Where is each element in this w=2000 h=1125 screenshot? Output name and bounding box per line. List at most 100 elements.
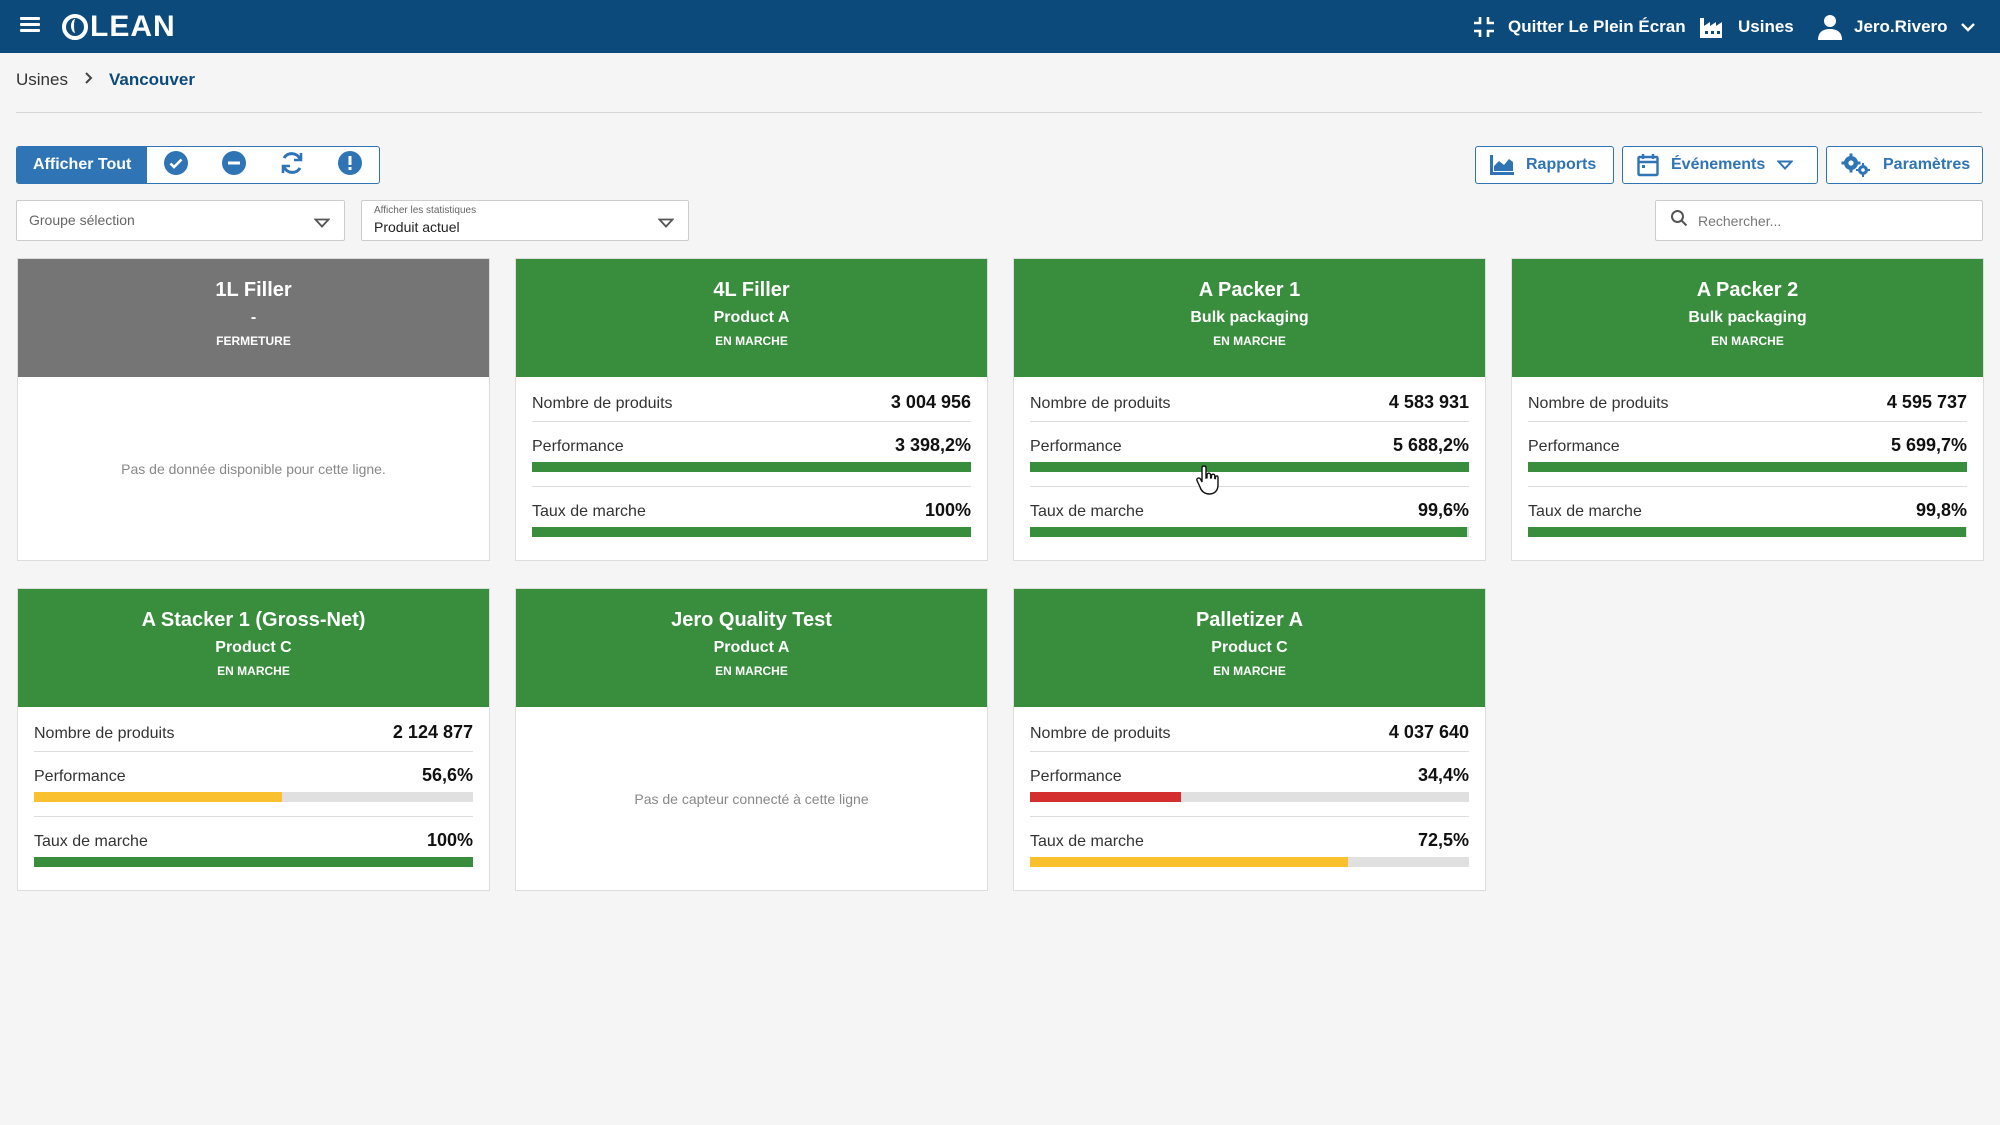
performance-bar xyxy=(1528,462,1967,472)
uptime-bar xyxy=(34,857,473,867)
reports-button[interactable]: Rapports xyxy=(1475,146,1614,184)
line-product: Bulk packaging xyxy=(1190,309,1309,326)
filter-changeover-button[interactable] xyxy=(263,147,321,183)
alert-circle-icon xyxy=(338,150,363,180)
performance-row: Performance 5 688,2% xyxy=(1030,422,1469,487)
performance-bar-fill xyxy=(1528,462,1967,472)
uptime-bar xyxy=(1528,527,1967,537)
logo-text: LEAN xyxy=(90,10,176,43)
uptime-row: Taux de marche 99,8% xyxy=(1528,487,1967,537)
search-input[interactable] xyxy=(1698,212,1958,229)
line-status: EN MARCHE xyxy=(715,334,788,348)
divider xyxy=(532,486,971,487)
line-product: Product C xyxy=(1211,639,1288,656)
breadcrumb: Usines Vancouver xyxy=(16,70,195,90)
uptime-bar-fill xyxy=(1030,527,1468,537)
performance-row: Performance 5 699,7% xyxy=(1528,422,1967,487)
uptime-bar xyxy=(1030,857,1469,867)
card-stats: Nombre de produits 4 595 737 Performance… xyxy=(1512,377,1983,537)
group-select-placeholder: Groupe sélection xyxy=(29,212,135,228)
events-label: Événements xyxy=(1671,156,1766,173)
show-all-button[interactable]: Afficher Tout xyxy=(17,147,148,183)
breadcrumb-plants[interactable]: Usines xyxy=(16,70,68,89)
card-stats: Nombre de produits 3 004 956 Performance… xyxy=(516,377,987,537)
card-header: Palletizer A Product C EN MARCHE xyxy=(1014,589,1485,707)
exit-fullscreen-button[interactable]: Quitter Le Plein Écran xyxy=(1472,0,1686,53)
uptime-bar xyxy=(1030,527,1469,537)
products-label: Nombre de produits xyxy=(1030,725,1171,742)
reports-label: Rapports xyxy=(1526,156,1597,173)
line-card[interactable]: Palletizer A Product C EN MARCHE Nombre … xyxy=(1013,588,1486,891)
line-status: EN MARCHE xyxy=(217,664,290,678)
line-name: 1L Filler xyxy=(215,279,292,301)
uptime-value: 72,5% xyxy=(1417,830,1469,850)
line-product: Product A xyxy=(713,309,790,326)
line-card[interactable]: A Packer 2 Bulk packaging EN MARCHE Nomb… xyxy=(1511,258,1984,561)
uptime-value: 99,8% xyxy=(1915,500,1967,520)
performance-bar-fill xyxy=(532,462,971,472)
performance-label: Performance xyxy=(34,768,126,785)
uptime-bar-fill xyxy=(532,527,971,537)
app-logo[interactable]: LEAN xyxy=(62,10,176,44)
performance-value: 5 699,7% xyxy=(1890,435,1967,455)
line-name: Jero Quality Test xyxy=(671,609,832,631)
line-name: A Packer 1 xyxy=(1198,279,1301,301)
performance-row: Performance 34,4% xyxy=(1030,752,1469,817)
products-value: 4 583 931 xyxy=(1388,392,1469,412)
performance-value: 56,6% xyxy=(421,765,473,785)
uptime-label: Taux de marche xyxy=(1030,833,1144,850)
line-card[interactable]: A Packer 1 Bulk packaging EN MARCHE Nomb… xyxy=(1013,258,1486,561)
products-row: Nombre de produits 3 004 956 xyxy=(532,377,971,422)
performance-bar-fill xyxy=(1030,792,1182,802)
user-menu[interactable]: Jero.Rivero xyxy=(1818,0,1976,53)
line-card[interactable]: A Stacker 1 (Gross-Net) Product C EN MAR… xyxy=(17,588,490,891)
chevron-down-icon xyxy=(1960,22,1976,32)
line-status: EN MARCHE xyxy=(1213,664,1286,678)
events-button[interactable]: Événements xyxy=(1622,146,1818,184)
line-product: Bulk packaging xyxy=(1688,309,1807,326)
uptime-row: Taux de marche 100% xyxy=(34,817,473,867)
group-select[interactable]: Groupe sélection xyxy=(16,200,345,241)
plants-button[interactable]: Usines xyxy=(1700,0,1794,53)
divider xyxy=(16,112,1982,113)
line-card[interactable]: 1L Filler - FERMETURE Pas de donnée disp… xyxy=(17,258,490,561)
uptime-bar-fill xyxy=(34,857,473,867)
line-card[interactable]: Jero Quality Test Product A EN MARCHE Pa… xyxy=(515,588,988,891)
filter-alert-button[interactable] xyxy=(321,147,379,183)
performance-bar-fill xyxy=(34,792,283,802)
products-value: 2 124 877 xyxy=(392,722,473,742)
filter-stopped-button[interactable] xyxy=(205,147,263,183)
line-status: FERMETURE xyxy=(216,334,291,348)
chevron-right-icon xyxy=(84,71,93,89)
performance-label: Performance xyxy=(1030,438,1122,455)
card-stats: Nombre de produits 4 037 640 Performance… xyxy=(1014,707,1485,867)
line-status: EN MARCHE xyxy=(715,664,788,678)
line-product: Product A xyxy=(713,639,790,656)
line-name: A Stacker 1 (Gross-Net) xyxy=(141,609,366,631)
exit-fullscreen-icon xyxy=(1472,15,1496,39)
stats-select[interactable]: Afficher les statistiques Produit actuel xyxy=(361,200,689,241)
products-row: Nombre de produits 4 037 640 xyxy=(1030,707,1469,752)
products-value: 3 004 956 xyxy=(890,392,971,412)
performance-label: Performance xyxy=(1030,768,1122,785)
settings-button[interactable]: Paramètres xyxy=(1826,146,1983,184)
empty-message: Pas de capteur connecté à cette ligne xyxy=(634,790,869,807)
performance-value: 5 688,2% xyxy=(1392,435,1469,455)
caret-down-icon xyxy=(1777,160,1794,170)
uptime-bar-fill xyxy=(1528,527,1967,537)
products-label: Nombre de produits xyxy=(1030,395,1171,412)
menu-icon[interactable] xyxy=(20,17,40,33)
line-name: A Packer 2 xyxy=(1696,279,1799,301)
stats-select-value: Produit actuel xyxy=(374,219,460,235)
uptime-label: Taux de marche xyxy=(532,503,646,520)
uptime-bar-fill xyxy=(1030,857,1349,867)
products-value: 4 037 640 xyxy=(1388,722,1469,742)
search-box xyxy=(1655,200,1983,241)
line-name: Palletizer A xyxy=(1195,609,1304,631)
filter-running-button[interactable] xyxy=(147,147,205,183)
user-name: Jero.Rivero xyxy=(1854,16,1948,36)
uptime-label: Taux de marche xyxy=(34,833,148,850)
uptime-value: 99,6% xyxy=(1417,500,1469,520)
performance-value: 3 398,2% xyxy=(894,435,971,455)
line-card[interactable]: 4L Filler Product A EN MARCHE Nombre de … xyxy=(515,258,988,561)
